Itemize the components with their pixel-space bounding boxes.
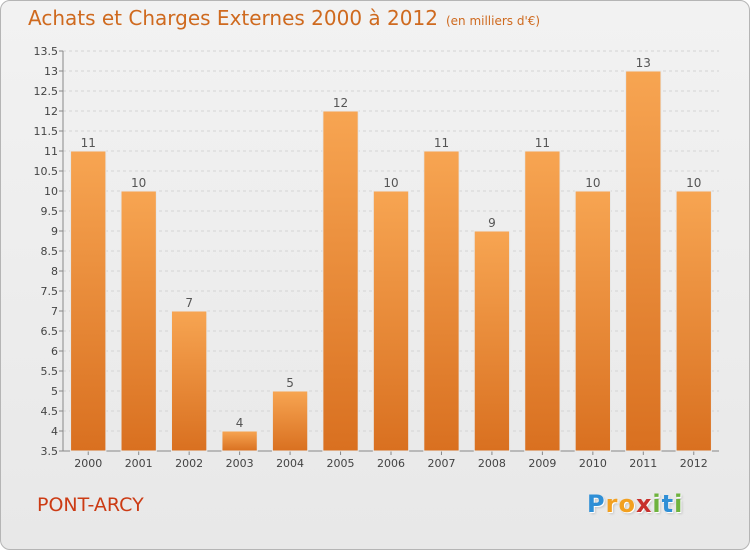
- logo-letter: i: [674, 490, 684, 518]
- bar: [675, 190, 712, 452]
- bar: [372, 190, 410, 452]
- y-tick-label: 10.5: [34, 165, 59, 178]
- y-tick-label: 9: [51, 225, 58, 238]
- bar-value-label: 11: [434, 136, 449, 150]
- bar-value-label: 9: [488, 216, 496, 230]
- chart-title: Achats et Charges Externes 2000 à 2012 (e…: [28, 6, 540, 30]
- y-tick-label: 7.5: [41, 285, 59, 298]
- bar-value-label: 7: [185, 296, 193, 310]
- y-tick-label: 6.5: [41, 325, 59, 338]
- chart-subtitle: (en milliers d'€): [445, 14, 541, 28]
- bar: [625, 70, 662, 452]
- bar-value-label: 10: [686, 176, 701, 190]
- proxiti-logo[interactable]: Proxiti: [587, 490, 683, 518]
- location-name: PONT-ARCY: [37, 494, 144, 516]
- bar: [70, 150, 107, 452]
- bar: [221, 430, 258, 452]
- logo-letter: x: [635, 490, 653, 518]
- logo-letter: o: [618, 490, 636, 518]
- y-tick-label: 11.5: [34, 125, 59, 138]
- bar-value-label: 12: [333, 96, 348, 110]
- bar: [473, 230, 511, 452]
- x-tick-label: 2004: [276, 457, 304, 470]
- y-tick-label: 6: [51, 345, 58, 358]
- y-tick-label: 8.5: [41, 245, 59, 258]
- bar: [574, 190, 612, 452]
- x-tick-label: 2003: [226, 457, 254, 470]
- y-tick-label: 5: [51, 385, 58, 398]
- y-tick-label: 5.5: [41, 365, 59, 378]
- y-tick-label: 7: [51, 305, 58, 318]
- chart-title-text: Achats et Charges Externes 2000 à 2012: [28, 6, 438, 30]
- bar-value-label: 10: [131, 176, 146, 190]
- logo-letter: r: [605, 490, 619, 518]
- x-tick-label: 2001: [125, 457, 153, 470]
- bar: [322, 110, 359, 452]
- y-tick-label: 4: [51, 425, 58, 438]
- x-tick-label: 2011: [629, 457, 657, 470]
- bar: [423, 150, 460, 452]
- x-tick-label: 2012: [680, 457, 708, 470]
- bar-value-label: 11: [535, 136, 550, 150]
- x-tick-label: 2005: [327, 457, 355, 470]
- x-tick-label: 2000: [74, 457, 102, 470]
- bar-value-label: 4: [236, 416, 244, 430]
- x-tick-label: 2002: [175, 457, 203, 470]
- bar: [170, 310, 208, 452]
- bar: [120, 190, 157, 452]
- logo-letter: i: [652, 490, 662, 518]
- y-tick-label: 10: [44, 185, 58, 198]
- x-tick-label: 2006: [377, 457, 405, 470]
- bar-value-label: 10: [585, 176, 600, 190]
- y-tick-label: 12: [44, 105, 58, 118]
- y-tick-label: 13: [44, 65, 58, 78]
- y-tick-label: 9.5: [41, 205, 59, 218]
- bars: [70, 70, 712, 452]
- logo-letter: t: [661, 490, 675, 518]
- y-tick-label: 3.5: [41, 445, 59, 458]
- y-tick-label: 13.5: [34, 45, 59, 58]
- bar-value-label: 11: [81, 136, 96, 150]
- bar: [271, 390, 309, 452]
- bar-value-label: 13: [636, 56, 651, 70]
- y-tick-label: 4.5: [41, 405, 59, 418]
- x-tick-label: 2010: [579, 457, 607, 470]
- x-tick-label: 2007: [427, 457, 455, 470]
- logo-letter: P: [587, 490, 606, 518]
- bar-value-label: 5: [286, 376, 294, 390]
- x-tick-label: 2009: [528, 457, 556, 470]
- x-tick-label: 2008: [478, 457, 506, 470]
- y-tick-label: 8: [51, 265, 58, 278]
- labels: 11 2000 10 2001 7 2002 4 2003 5 2004 12 2005 10 2006 1…: [74, 56, 708, 470]
- y-tick-label: 11: [44, 145, 58, 158]
- bar: [524, 150, 561, 452]
- y-tick-label: 12.5: [34, 85, 59, 98]
- bar-value-label: 10: [383, 176, 398, 190]
